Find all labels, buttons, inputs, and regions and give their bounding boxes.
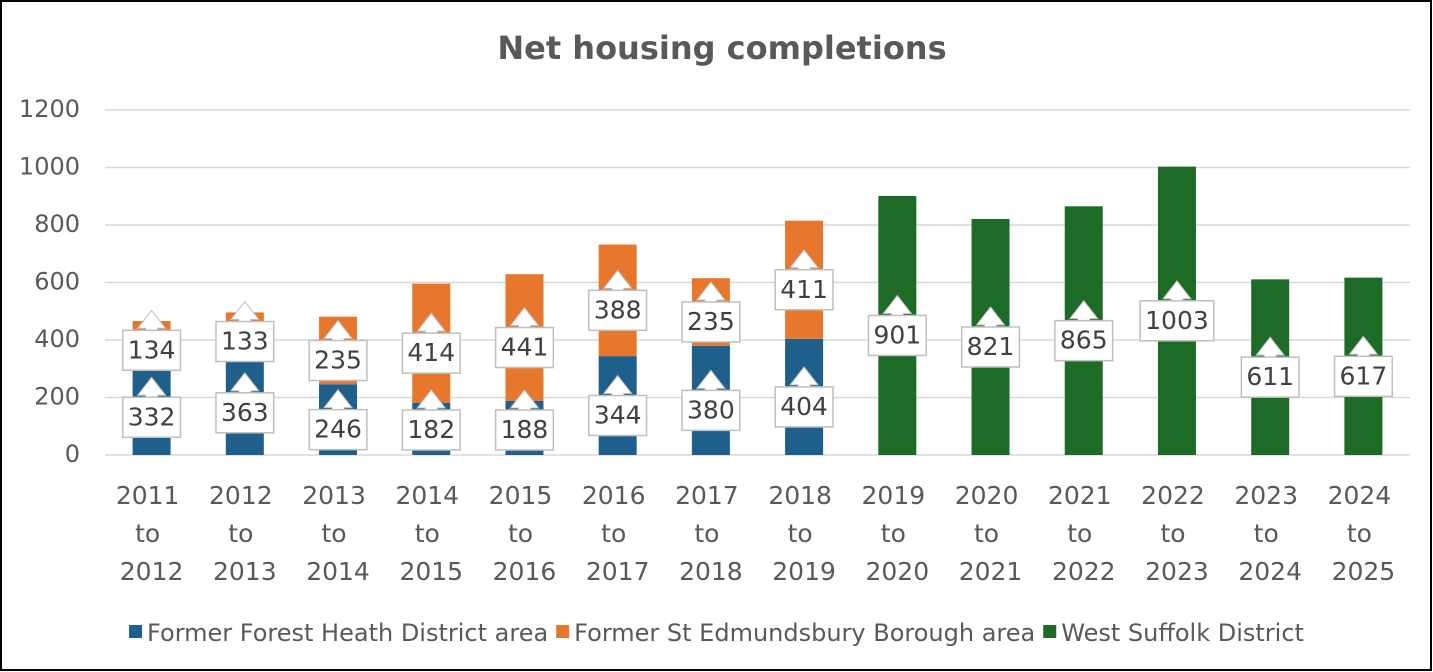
data-label: 821 [960,306,1021,368]
data-label-text: 344 [594,401,642,430]
data-label-text: 134 [128,335,176,364]
label-box [681,301,741,343]
data-label-text: 182 [407,415,455,444]
data-label-text: 441 [501,333,549,362]
data-label: 414 [401,312,461,374]
data-label-text: 332 [128,402,176,431]
data-label-text: 901 [873,320,921,349]
label-box [494,326,555,369]
data-label: 901 [867,294,927,357]
data-label-text: 411 [780,275,828,304]
x-tick-label: 2021 to 2022 [1048,481,1120,586]
legend-label: Former St Edmundsbury Borough area [574,619,1035,647]
label-box [215,320,275,363]
x-tick-label: 2012 to 2013 [209,481,281,586]
data-label-text: 188 [501,415,549,444]
x-tick-label: 2018 to 2019 [768,481,840,586]
data-label: 363 [215,372,275,434]
data-label-text: 865 [1060,326,1108,355]
data-label-text: 388 [594,295,642,324]
data-label-text: 235 [314,345,362,374]
data-label: 611 [1240,336,1300,398]
label-box [401,332,461,374]
data-label: 441 [494,306,555,369]
legend-marker [129,625,143,638]
label-box [1139,300,1215,342]
y-tick-label: 0 [65,440,80,468]
legend-label: Former Forest Heath District area [147,619,548,647]
x-tick-label: 2016 to 2017 [582,481,654,586]
data-label: 617 [1333,335,1394,398]
label-box [960,326,1021,368]
data-label-text: 363 [221,398,269,427]
x-tick-label: 2015 to 2016 [489,481,561,586]
data-label-text: 246 [314,415,362,444]
data-label: 344 [588,374,648,437]
x-tick-label: 2014 to 2015 [395,481,467,586]
data-label: 404 [774,366,834,428]
label-box [681,389,741,432]
y-tick-label: 1000 [19,153,80,181]
chart-title: Net housing completions [497,29,946,67]
data-label-text: 611 [1246,362,1294,391]
legend-marker [1043,625,1057,638]
label-box [774,386,834,428]
label-box [308,408,368,451]
y-tick-label: 600 [34,268,80,296]
data-label-text: 821 [967,332,1015,361]
data-label-text: 617 [1340,361,1388,390]
label-box [308,339,368,382]
data-label: 134 [121,309,182,372]
label-box [1240,356,1300,398]
data-label: 380 [681,369,741,432]
legend-marker [556,625,570,638]
x-tick-label: 2019 to 2020 [862,481,934,586]
data-label: 188 [494,389,555,451]
legend: Former Forest Heath District area Former … [129,619,1304,647]
data-label-text: 404 [780,392,828,421]
data-label: 865 [1054,299,1114,362]
x-tick-label: 2017 to 2018 [675,481,747,586]
label-box [1333,355,1394,398]
label-box [1054,319,1114,362]
data-label-text: 133 [221,327,269,356]
data-label: 182 [401,389,461,451]
legend-label: West Suffolk District [1061,619,1304,647]
label-box [588,289,648,332]
y-tick-label: 800 [34,210,80,238]
data-label-text: 380 [687,395,735,424]
data-label: 235 [681,281,741,343]
data-label: 1003 [1139,280,1215,342]
data-label: 411 [774,248,834,311]
data-label: 246 [308,388,368,451]
x-tick-label: 2023 to 2024 [1234,481,1306,586]
label-box [401,409,461,451]
label-box [215,392,275,434]
label-box [867,314,927,357]
data-label: 235 [308,319,368,382]
label-box [494,409,555,451]
y-tick-label: 1200 [19,95,80,123]
x-tick-label: 2011 to 2012 [116,481,188,586]
data-label-text: 235 [687,307,735,336]
data-label: 332 [121,376,182,439]
label-box [121,396,182,439]
x-tick-label: 2022 to 2023 [1141,481,1213,586]
y-tick-label: 400 [34,325,80,353]
data-label: 133 [215,300,275,363]
label-box [588,394,648,437]
data-label-text: 414 [407,338,455,367]
x-tick-label: 2013 to 2014 [302,481,374,586]
label-box [121,329,182,372]
data-label-text: 1003 [1145,306,1209,335]
x-tick-label: 2020 to 2021 [955,481,1027,586]
label-box [774,269,834,311]
data-label: 388 [588,269,648,332]
x-tick-label: 2024 to 2025 [1328,481,1400,586]
y-tick-label: 200 [34,383,80,411]
